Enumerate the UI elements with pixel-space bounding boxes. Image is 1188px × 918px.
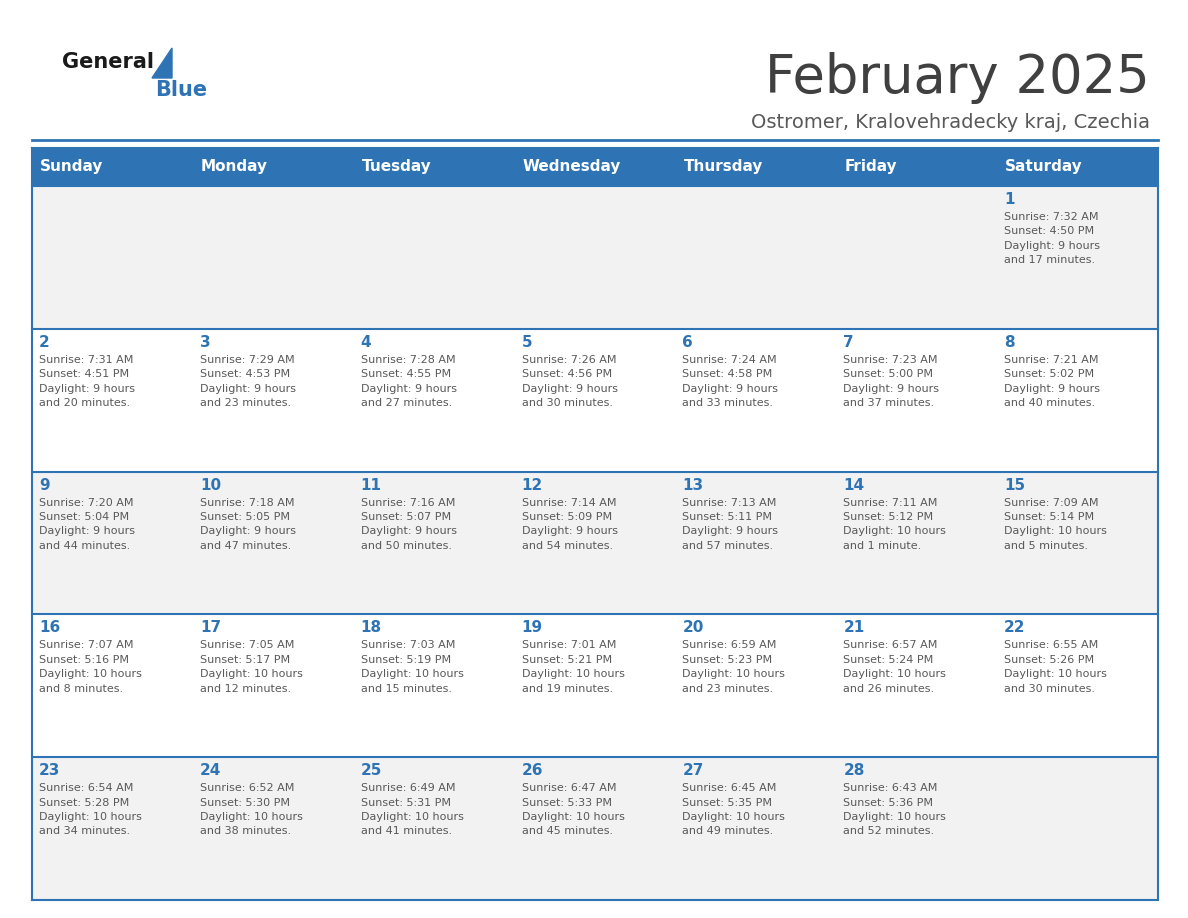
Text: 20: 20	[682, 621, 703, 635]
Text: Friday: Friday	[845, 160, 897, 174]
Text: Sunrise: 6:47 AM
Sunset: 5:33 PM
Daylight: 10 hours
and 45 minutes.: Sunrise: 6:47 AM Sunset: 5:33 PM Dayligh…	[522, 783, 625, 836]
Text: Sunrise: 7:29 AM
Sunset: 4:53 PM
Daylight: 9 hours
and 23 minutes.: Sunrise: 7:29 AM Sunset: 4:53 PM Dayligh…	[200, 354, 296, 408]
Text: Sunrise: 7:14 AM
Sunset: 5:09 PM
Daylight: 9 hours
and 54 minutes.: Sunrise: 7:14 AM Sunset: 5:09 PM Dayligh…	[522, 498, 618, 551]
Text: Sunrise: 7:20 AM
Sunset: 5:04 PM
Daylight: 9 hours
and 44 minutes.: Sunrise: 7:20 AM Sunset: 5:04 PM Dayligh…	[39, 498, 135, 551]
Text: General: General	[62, 52, 154, 72]
Text: Sunrise: 7:13 AM
Sunset: 5:11 PM
Daylight: 9 hours
and 57 minutes.: Sunrise: 7:13 AM Sunset: 5:11 PM Dayligh…	[682, 498, 778, 551]
Bar	[32, 148, 1158, 186]
Text: 2: 2	[39, 335, 50, 350]
Text: 19: 19	[522, 621, 543, 635]
Text: Thursday: Thursday	[683, 160, 763, 174]
Text: February 2025: February 2025	[765, 52, 1150, 104]
Text: Sunrise: 7:05 AM
Sunset: 5:17 PM
Daylight: 10 hours
and 12 minutes.: Sunrise: 7:05 AM Sunset: 5:17 PM Dayligh…	[200, 641, 303, 694]
Text: Wednesday: Wednesday	[523, 160, 621, 174]
Text: 13: 13	[682, 477, 703, 493]
Text: Sunrise: 6:54 AM
Sunset: 5:28 PM
Daylight: 10 hours
and 34 minutes.: Sunrise: 6:54 AM Sunset: 5:28 PM Dayligh…	[39, 783, 141, 836]
Text: 4: 4	[361, 335, 372, 350]
Text: Blue: Blue	[154, 80, 207, 100]
Text: 22: 22	[1004, 621, 1025, 635]
Text: Sunrise: 7:28 AM
Sunset: 4:55 PM
Daylight: 9 hours
and 27 minutes.: Sunrise: 7:28 AM Sunset: 4:55 PM Dayligh…	[361, 354, 456, 408]
Text: Sunrise: 6:55 AM
Sunset: 5:26 PM
Daylight: 10 hours
and 30 minutes.: Sunrise: 6:55 AM Sunset: 5:26 PM Dayligh…	[1004, 641, 1107, 694]
Text: Sunrise: 7:31 AM
Sunset: 4:51 PM
Daylight: 9 hours
and 20 minutes.: Sunrise: 7:31 AM Sunset: 4:51 PM Dayligh…	[39, 354, 135, 408]
Text: Sunrise: 7:18 AM
Sunset: 5:05 PM
Daylight: 9 hours
and 47 minutes.: Sunrise: 7:18 AM Sunset: 5:05 PM Dayligh…	[200, 498, 296, 551]
Text: 10: 10	[200, 477, 221, 493]
Text: Sunrise: 6:49 AM
Sunset: 5:31 PM
Daylight: 10 hours
and 41 minutes.: Sunrise: 6:49 AM Sunset: 5:31 PM Dayligh…	[361, 783, 463, 836]
Text: 23: 23	[39, 763, 61, 778]
Text: 21: 21	[843, 621, 865, 635]
Text: Ostromer, Kralovehradecky kraj, Czechia: Ostromer, Kralovehradecky kraj, Czechia	[751, 113, 1150, 131]
Text: 1: 1	[1004, 192, 1015, 207]
Polygon shape	[152, 48, 172, 78]
Text: Saturday: Saturday	[1005, 160, 1083, 174]
Text: Sunrise: 6:43 AM
Sunset: 5:36 PM
Daylight: 10 hours
and 52 minutes.: Sunrise: 6:43 AM Sunset: 5:36 PM Dayligh…	[843, 783, 946, 836]
Text: Sunrise: 7:11 AM
Sunset: 5:12 PM
Daylight: 10 hours
and 1 minute.: Sunrise: 7:11 AM Sunset: 5:12 PM Dayligh…	[843, 498, 946, 551]
Bar	[32, 329, 1158, 472]
Text: 15: 15	[1004, 477, 1025, 493]
Text: Sunday: Sunday	[40, 160, 103, 174]
Text: 28: 28	[843, 763, 865, 778]
Bar	[32, 186, 1158, 329]
Text: Sunrise: 7:16 AM
Sunset: 5:07 PM
Daylight: 9 hours
and 50 minutes.: Sunrise: 7:16 AM Sunset: 5:07 PM Dayligh…	[361, 498, 456, 551]
Text: Sunrise: 7:26 AM
Sunset: 4:56 PM
Daylight: 9 hours
and 30 minutes.: Sunrise: 7:26 AM Sunset: 4:56 PM Dayligh…	[522, 354, 618, 408]
Text: 26: 26	[522, 763, 543, 778]
Text: Sunrise: 7:32 AM
Sunset: 4:50 PM
Daylight: 9 hours
and 17 minutes.: Sunrise: 7:32 AM Sunset: 4:50 PM Dayligh…	[1004, 212, 1100, 265]
Text: Sunrise: 6:57 AM
Sunset: 5:24 PM
Daylight: 10 hours
and 26 minutes.: Sunrise: 6:57 AM Sunset: 5:24 PM Dayligh…	[843, 641, 946, 694]
Text: 25: 25	[361, 763, 383, 778]
Text: Sunrise: 7:01 AM
Sunset: 5:21 PM
Daylight: 10 hours
and 19 minutes.: Sunrise: 7:01 AM Sunset: 5:21 PM Dayligh…	[522, 641, 625, 694]
Text: Monday: Monday	[201, 160, 267, 174]
Text: Sunrise: 7:03 AM
Sunset: 5:19 PM
Daylight: 10 hours
and 15 minutes.: Sunrise: 7:03 AM Sunset: 5:19 PM Dayligh…	[361, 641, 463, 694]
Text: 9: 9	[39, 477, 50, 493]
Bar	[32, 472, 1158, 614]
Text: Tuesday: Tuesday	[361, 160, 431, 174]
Text: 6: 6	[682, 335, 693, 350]
Text: Sunrise: 7:23 AM
Sunset: 5:00 PM
Daylight: 9 hours
and 37 minutes.: Sunrise: 7:23 AM Sunset: 5:00 PM Dayligh…	[843, 354, 940, 408]
Text: Sunrise: 7:09 AM
Sunset: 5:14 PM
Daylight: 10 hours
and 5 minutes.: Sunrise: 7:09 AM Sunset: 5:14 PM Dayligh…	[1004, 498, 1107, 551]
Text: 7: 7	[843, 335, 854, 350]
Text: 18: 18	[361, 621, 381, 635]
Text: 27: 27	[682, 763, 703, 778]
Text: 24: 24	[200, 763, 221, 778]
Text: Sunrise: 7:07 AM
Sunset: 5:16 PM
Daylight: 10 hours
and 8 minutes.: Sunrise: 7:07 AM Sunset: 5:16 PM Dayligh…	[39, 641, 141, 694]
Text: Sunrise: 7:21 AM
Sunset: 5:02 PM
Daylight: 9 hours
and 40 minutes.: Sunrise: 7:21 AM Sunset: 5:02 PM Dayligh…	[1004, 354, 1100, 408]
Text: 11: 11	[361, 477, 381, 493]
Text: 5: 5	[522, 335, 532, 350]
Bar	[32, 757, 1158, 900]
Text: Sunrise: 6:52 AM
Sunset: 5:30 PM
Daylight: 10 hours
and 38 minutes.: Sunrise: 6:52 AM Sunset: 5:30 PM Dayligh…	[200, 783, 303, 836]
Text: Sunrise: 6:59 AM
Sunset: 5:23 PM
Daylight: 10 hours
and 23 minutes.: Sunrise: 6:59 AM Sunset: 5:23 PM Dayligh…	[682, 641, 785, 694]
Text: 12: 12	[522, 477, 543, 493]
Text: 14: 14	[843, 477, 865, 493]
Text: Sunrise: 7:24 AM
Sunset: 4:58 PM
Daylight: 9 hours
and 33 minutes.: Sunrise: 7:24 AM Sunset: 4:58 PM Dayligh…	[682, 354, 778, 408]
Text: 16: 16	[39, 621, 61, 635]
Text: 3: 3	[200, 335, 210, 350]
Text: 17: 17	[200, 621, 221, 635]
Bar	[32, 614, 1158, 757]
Text: Sunrise: 6:45 AM
Sunset: 5:35 PM
Daylight: 10 hours
and 49 minutes.: Sunrise: 6:45 AM Sunset: 5:35 PM Dayligh…	[682, 783, 785, 836]
Text: 8: 8	[1004, 335, 1015, 350]
